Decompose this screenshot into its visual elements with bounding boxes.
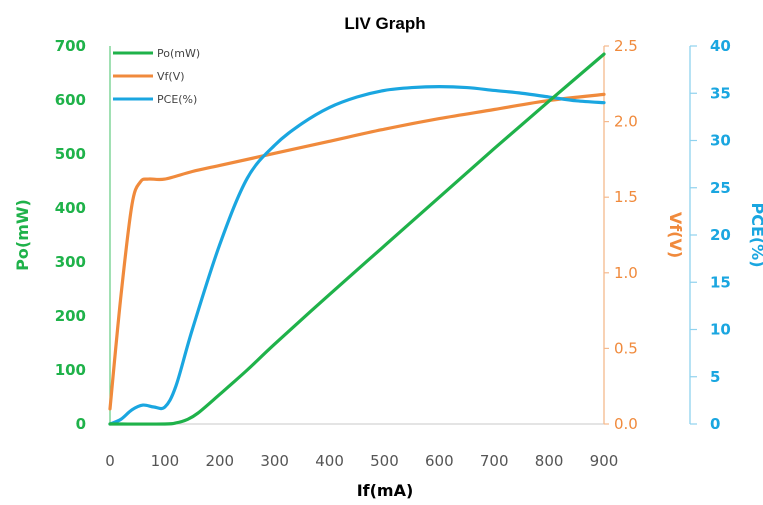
x-tick-label: 400 <box>315 452 344 470</box>
series-layer <box>108 52 606 426</box>
pce-tick-label: 0 <box>710 415 720 433</box>
vf-axis-ticks: 0.0 0.5 1.0 1.5 2.0 2.5 <box>604 37 638 433</box>
vf-tick-label: 0.0 <box>614 415 638 433</box>
pce-tick-label: 20 <box>710 226 731 244</box>
po-tick-label: 200 <box>55 307 86 325</box>
legend-vf-label: Vf(V) <box>157 70 185 83</box>
vf-tick-label: 2.0 <box>614 113 638 131</box>
po-tick-label: 400 <box>55 199 86 217</box>
x-axis-ticks: 0 100 200 300 400 500 600 700 800 900 <box>105 452 618 470</box>
x-tick-label: 900 <box>590 452 619 470</box>
x-tick-label: 200 <box>205 452 234 470</box>
legend-pce-label: PCE(%) <box>157 93 197 106</box>
vf-tick-label: 2.5 <box>614 37 638 55</box>
pce-axis-ticks: 0 5 10 15 20 25 30 35 40 <box>690 37 731 433</box>
vf-tick-label: 1.5 <box>614 188 638 206</box>
pce-tick-label: 40 <box>710 37 731 55</box>
vf-axis-label: Vf(V) <box>666 212 685 258</box>
po-tick-label: 300 <box>55 253 86 271</box>
vf-tick-label: 1.0 <box>614 264 638 282</box>
series-line-pce <box>108 85 606 426</box>
x-tick-label: 300 <box>260 452 289 470</box>
x-axis-label: If(mA) <box>357 481 414 500</box>
x-tick-label: 800 <box>535 452 564 470</box>
legend-po-label: Po(mW) <box>157 47 200 60</box>
pce-axis-label: PCE(%) <box>748 202 763 267</box>
po-tick-label: 100 <box>55 361 86 379</box>
x-tick-label: 700 <box>480 452 509 470</box>
chart-title: LIV Graph <box>344 14 425 33</box>
po-tick-label: 700 <box>55 37 86 55</box>
legend: Po(mW) Vf(V) PCE(%) <box>113 47 200 106</box>
series-line-po <box>108 52 606 426</box>
po-tick-label: 0 <box>76 415 86 433</box>
x-tick-label: 600 <box>425 452 454 470</box>
x-tick-label: 100 <box>151 452 180 470</box>
po-tick-label: 600 <box>55 91 86 109</box>
pce-tick-label: 5 <box>710 368 720 386</box>
x-tick-label: 500 <box>370 452 399 470</box>
po-axis-ticks: 0 100 200 300 400 500 600 700 <box>55 37 86 433</box>
pce-tick-label: 35 <box>710 84 731 102</box>
pce-tick-label: 15 <box>710 273 731 291</box>
pce-tick-label: 30 <box>710 132 731 150</box>
series-line-vf <box>108 92 606 411</box>
pce-tick-label: 10 <box>710 321 731 339</box>
vf-tick-label: 0.5 <box>614 339 638 357</box>
po-tick-label: 500 <box>55 145 86 163</box>
po-axis-label: Po(mW) <box>13 199 32 271</box>
x-tick-label: 0 <box>105 452 115 470</box>
pce-tick-label: 25 <box>710 179 731 197</box>
